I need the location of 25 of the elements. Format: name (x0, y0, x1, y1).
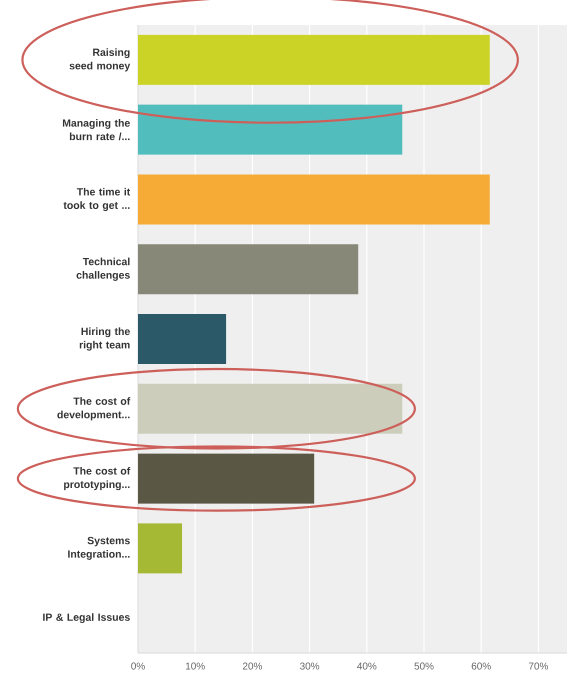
x-tick-label: 50% (414, 662, 434, 670)
y-tick-label: Hiring the right team (80, 327, 130, 351)
x-tick-label: 0% (131, 662, 145, 670)
x-tick-label: 20% (242, 662, 262, 670)
x-tick-label: 40% (357, 662, 376, 670)
bar (138, 384, 402, 434)
y-tick-label: Raising seed money (70, 48, 130, 72)
y-tick-label: The cost of development... (57, 397, 130, 420)
bar (138, 174, 490, 224)
bar (138, 244, 358, 294)
x-tick-label: 10% (186, 662, 205, 670)
y-tick-label: Technical challenges (76, 258, 130, 281)
x-tick-label: 30% (300, 662, 320, 670)
y-tick-label: Managing the burn rate /... (62, 119, 130, 140)
bar (138, 34, 490, 85)
x-tick-label: 70% (528, 662, 548, 670)
y-tick-label: The cost of prototyping... (64, 466, 130, 490)
y-tick-label: The time it took to get ... (64, 188, 130, 212)
y-tick-label: Systems Integration... (68, 536, 130, 560)
bar (138, 104, 402, 155)
x-tick-label: 60% (472, 662, 491, 670)
bar (138, 314, 226, 364)
bar (138, 523, 182, 574)
bar (138, 454, 314, 504)
y-tick-label: IP & Legal Issues (43, 613, 130, 624)
